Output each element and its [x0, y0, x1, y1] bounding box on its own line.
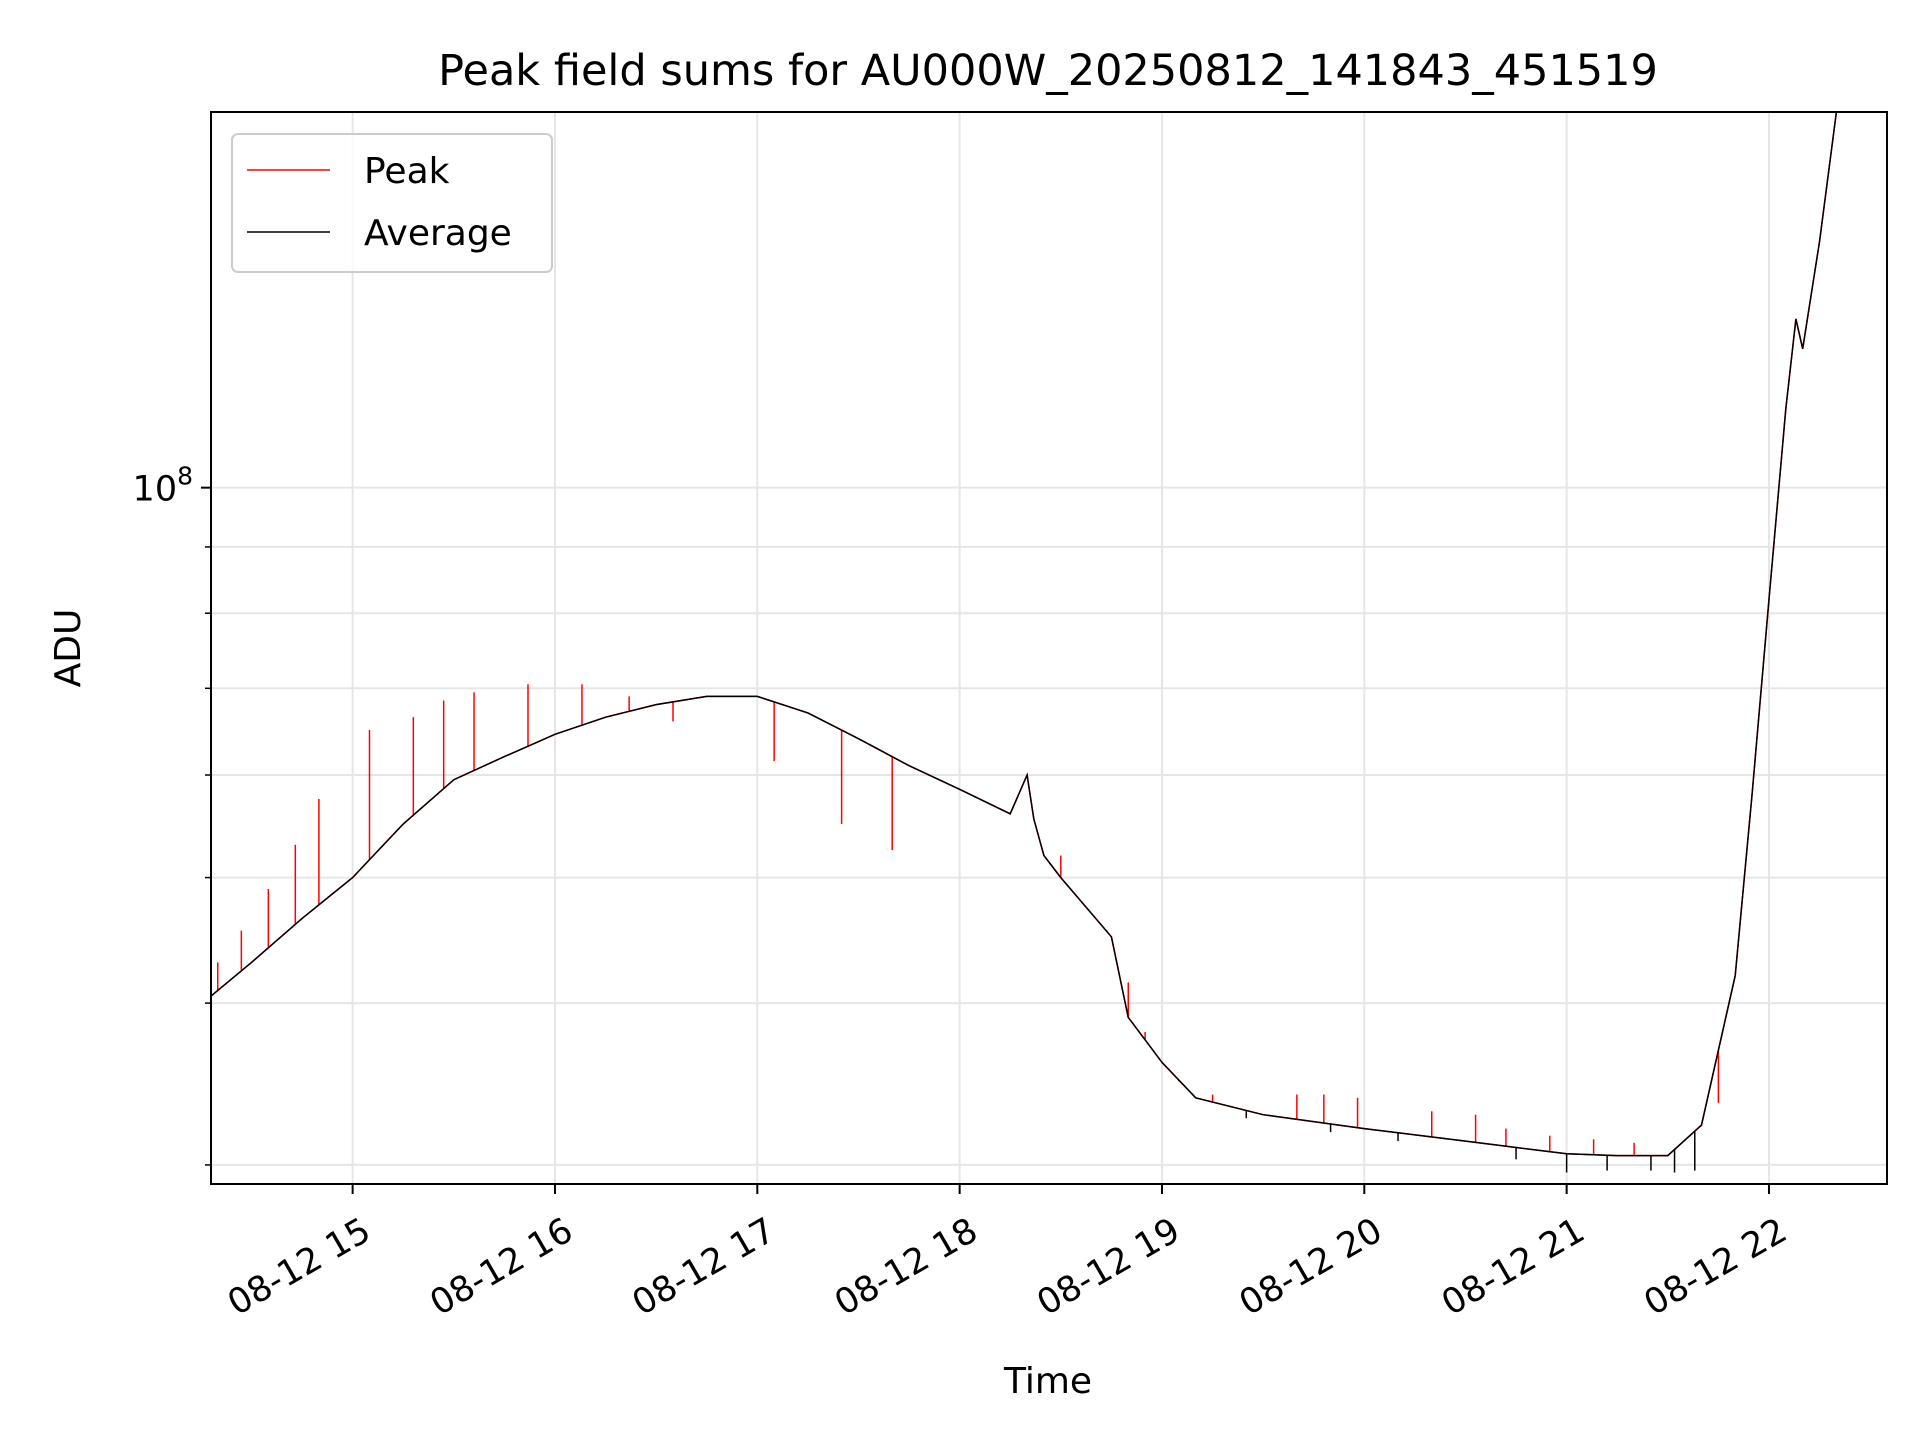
y-axis-label: ADU [48, 609, 89, 688]
legend-label-peak: Peak [364, 151, 450, 192]
y-tick-label: 108 [133, 462, 193, 510]
plot-frame [210, 111, 1888, 1185]
x-axis-label: Time [1003, 1361, 1092, 1402]
chart-title: Peak field sums for AU000W_20250812_1418… [438, 46, 1658, 96]
series-line-average [210, 111, 1838, 1157]
legend: Peak Average [231, 133, 553, 273]
legend-label-average: Average [364, 213, 512, 254]
grid-layer [211, 112, 1887, 1184]
series-layer [210, 111, 1838, 1173]
legend-box [231, 133, 553, 273]
y-axis-ticks: 108 [133, 462, 211, 1166]
